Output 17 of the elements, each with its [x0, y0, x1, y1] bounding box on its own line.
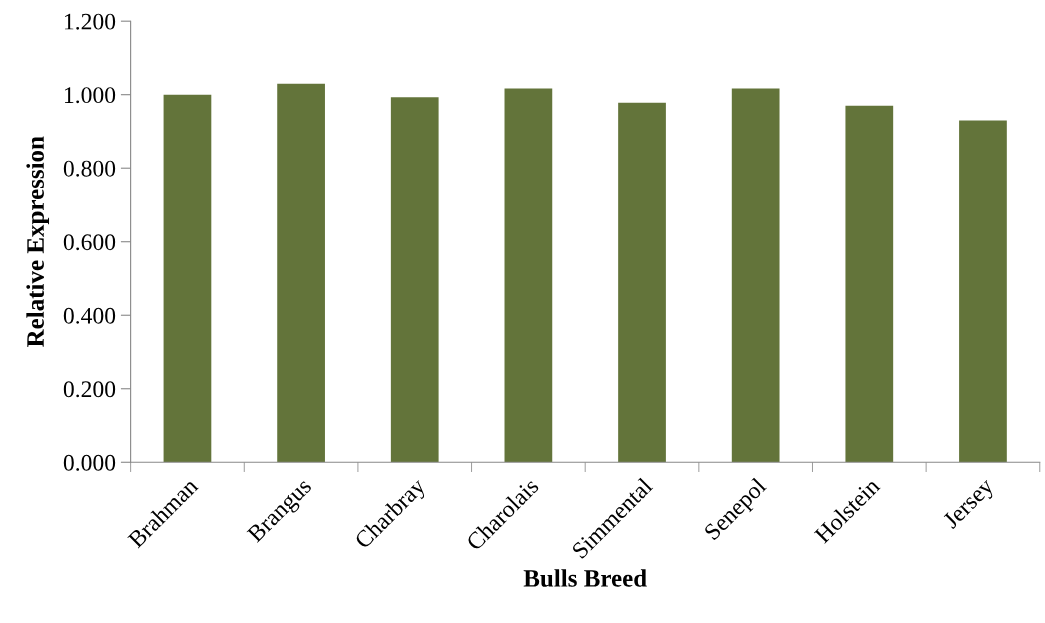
bar: [959, 120, 1007, 463]
bar: [390, 97, 439, 463]
bar: [618, 102, 666, 463]
y-tick-label: 1.200: [64, 13, 116, 30]
y-tick-label: 0.200: [63, 381, 116, 398]
bar: [163, 94, 212, 463]
y-axis-title: Relative Expression: [26, 136, 50, 347]
y-tick-label: 0.000: [63, 454, 116, 471]
bar: [504, 88, 553, 463]
y-tick-label: 0.800: [63, 160, 116, 177]
y-tick-label: 0.400: [63, 307, 116, 324]
bar: [731, 88, 780, 463]
x-axis-title: Bulls Breed: [523, 569, 647, 587]
bar: [277, 83, 325, 463]
y-tick-label: 0.600: [63, 234, 116, 251]
bar: [845, 105, 894, 463]
y-tick-label: 1.000: [64, 87, 116, 104]
